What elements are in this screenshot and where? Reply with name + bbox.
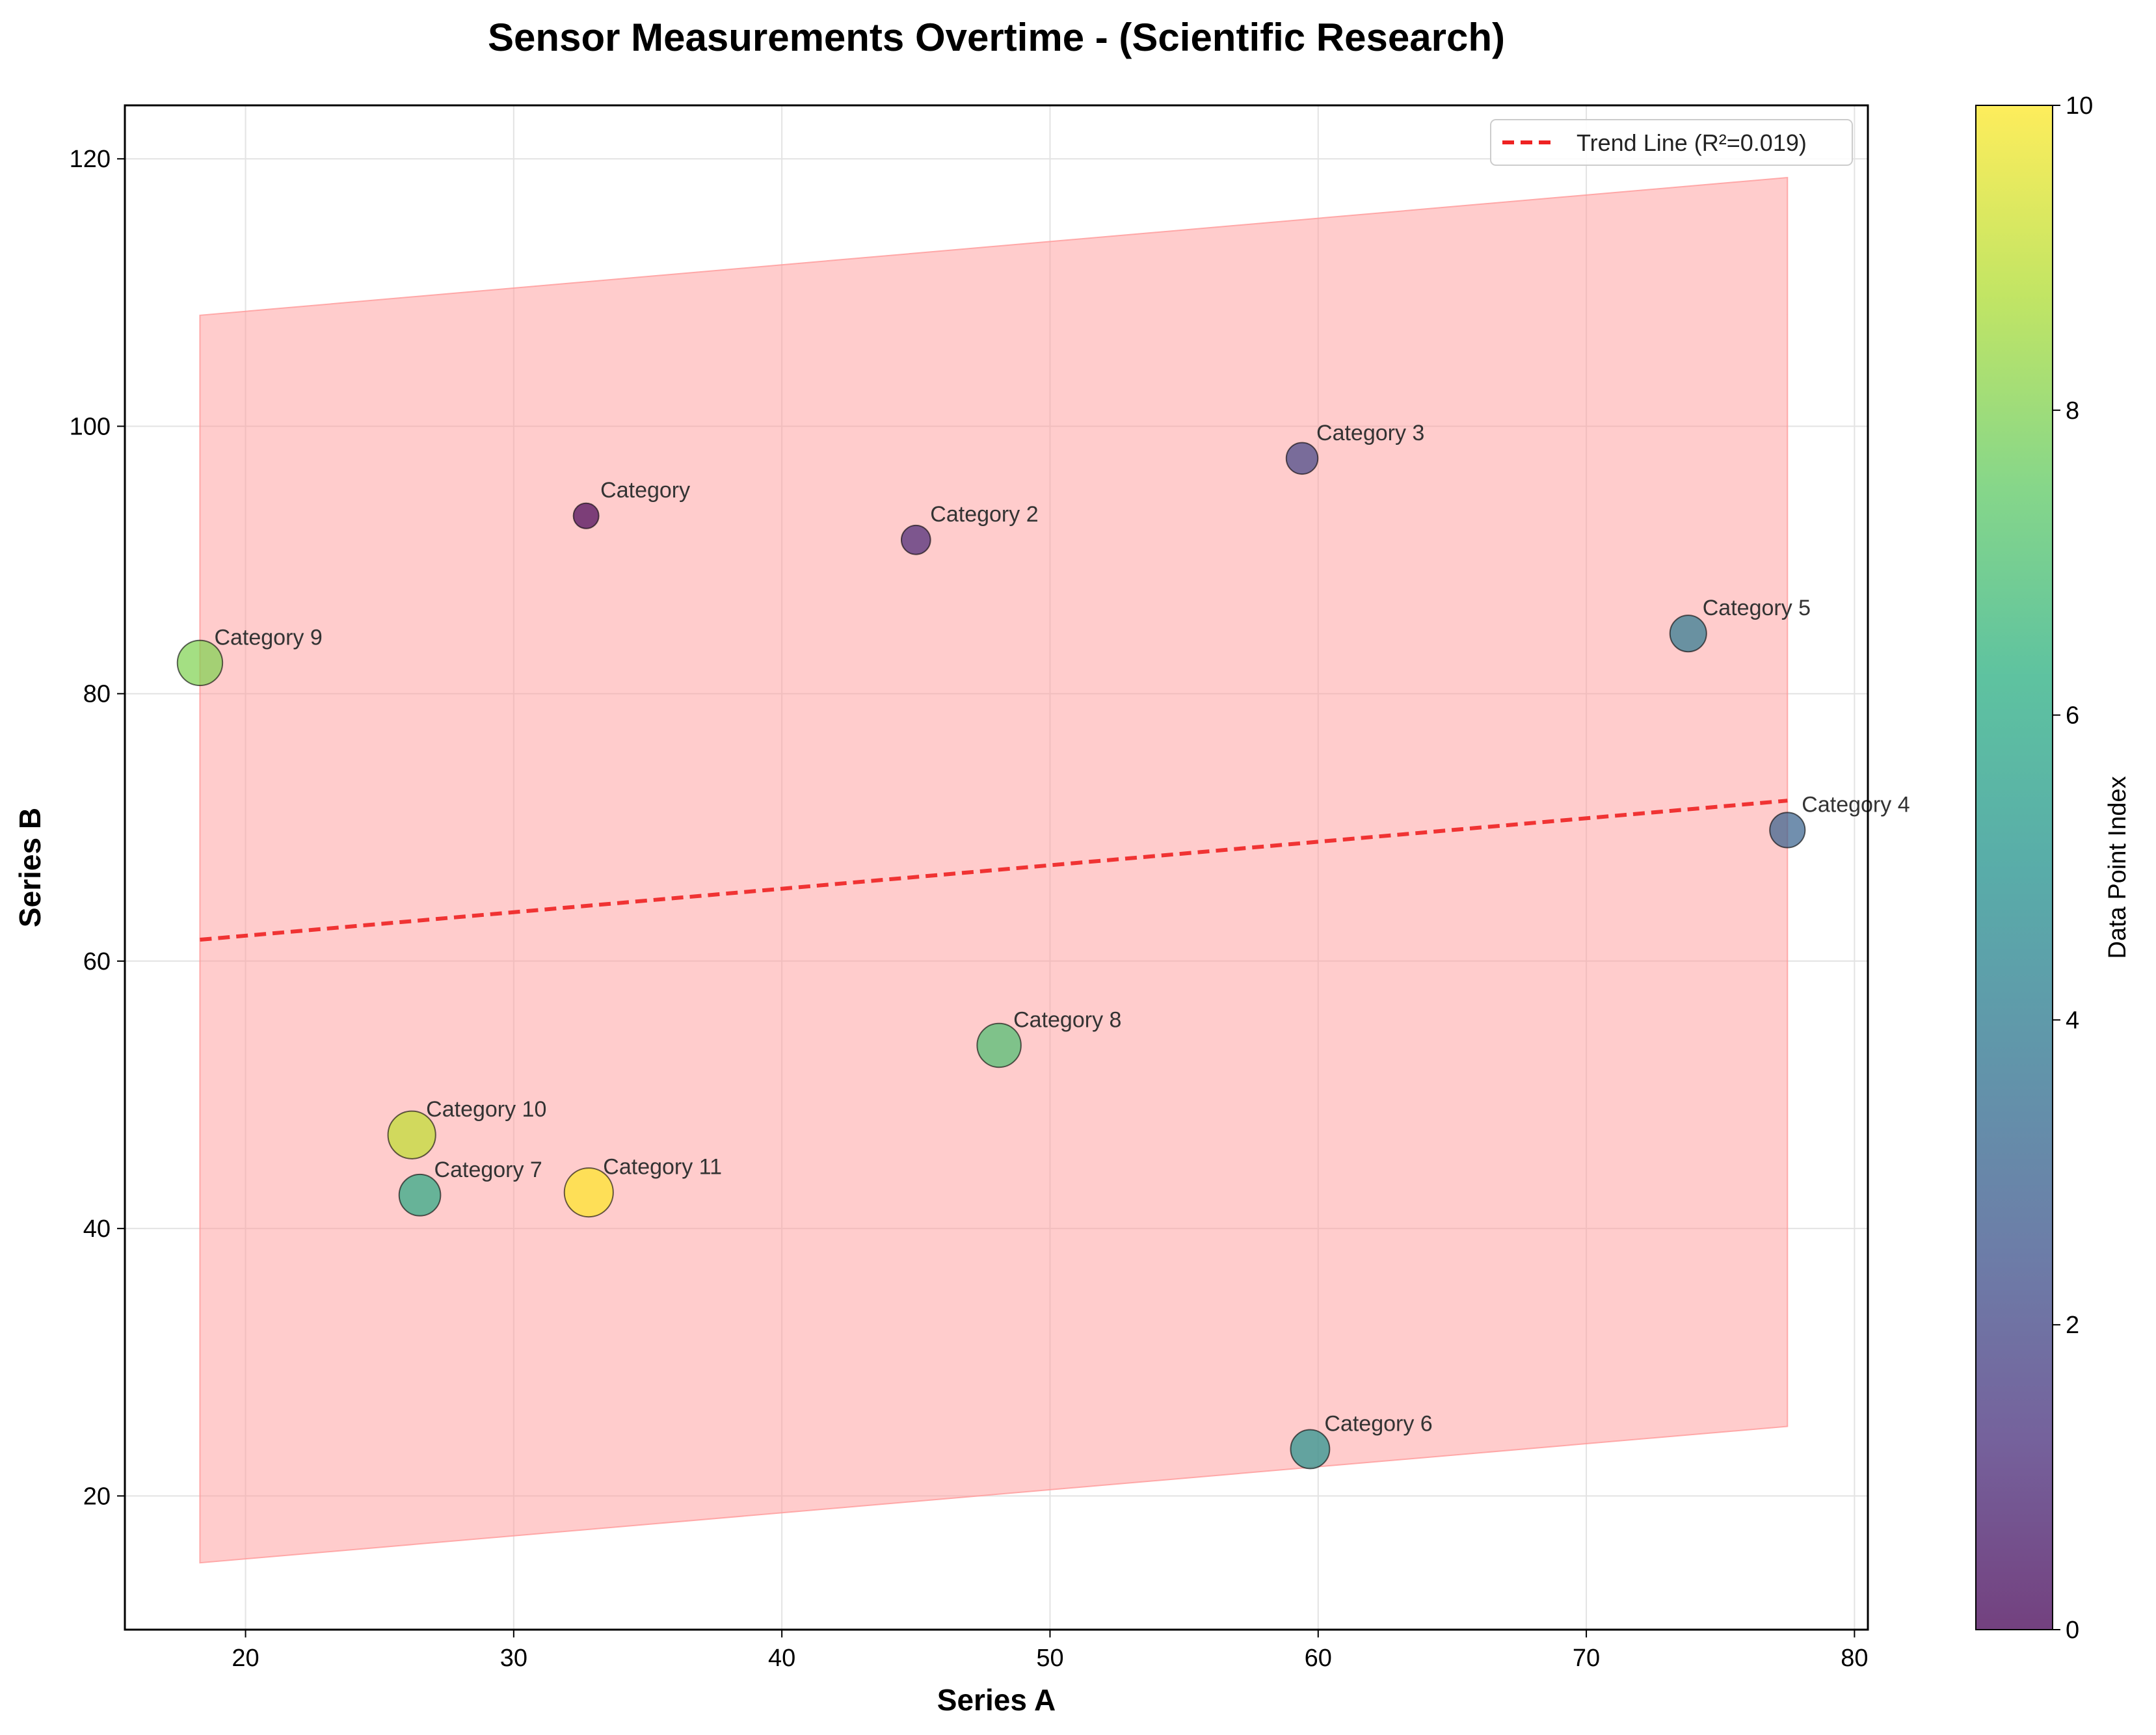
x-tick-label: 50: [1036, 1645, 1063, 1672]
y-tick-label: 100: [70, 413, 111, 440]
data-point: [976, 1022, 1022, 1068]
data-point: [1285, 442, 1319, 475]
colorbar-gradient: [1975, 105, 2053, 1630]
y-tick-label: 120: [70, 146, 111, 173]
confidence-band-layer: [199, 176, 1789, 1564]
colorbar-tick-label: 6: [2066, 702, 2079, 730]
chart-title: Sensor Measurements Overtime - (Scientif…: [488, 16, 1505, 59]
y-tick-label: 20: [83, 1483, 111, 1510]
legend-box: [1490, 119, 1853, 166]
legend: Trend Line (R²=0.019): [1490, 119, 1853, 166]
x-tick-label: 20: [232, 1645, 259, 1672]
data-point: [1769, 812, 1806, 849]
colorbar-tick-label: 0: [2066, 1617, 2079, 1644]
legend-trend-label: Trend Line (R²=0.019): [1577, 129, 1807, 156]
point-label: Category 5: [1703, 596, 1811, 620]
point-label: Category 11: [603, 1155, 722, 1180]
data-point: [1290, 1429, 1331, 1470]
x-tick-label: 30: [500, 1645, 527, 1672]
y-axis-label: Series B: [13, 808, 47, 927]
point-label: Category 7: [434, 1158, 542, 1182]
data-point: [572, 502, 600, 529]
colorbar-ticks: 0 2 4 6 8 10: [2053, 92, 2093, 1644]
data-point: [387, 1110, 436, 1159]
points-layer: [176, 442, 1806, 1470]
x-axis-ticks: 20 30 40 50 60 70 80: [232, 1630, 1869, 1672]
point-label: Category 3: [1316, 421, 1424, 445]
point-label: Category 2: [930, 502, 1038, 527]
confidence-band: [199, 176, 1789, 1564]
data-point: [176, 639, 224, 687]
y-tick-label: 40: [83, 1215, 111, 1243]
colorbar: 0 2 4 6 8 10 Data Point Index: [1975, 92, 2131, 1644]
data-point: [900, 524, 931, 555]
x-tick-label: 60: [1305, 1645, 1332, 1672]
point-label: Category 8: [1013, 1007, 1121, 1032]
x-tick-label: 70: [1573, 1645, 1600, 1672]
y-tick-label: 60: [83, 948, 111, 975]
trend-line-layer: [200, 799, 1788, 942]
colorbar-tick-label: 2: [2066, 1312, 2079, 1339]
trend-line: [200, 799, 1788, 942]
y-tick-label: 80: [83, 681, 111, 708]
point-labels-layer: Category Category 2 Category 3 Category 4 Ca…: [214, 421, 1910, 1437]
colorbar-tick-label: 8: [2066, 397, 2079, 425]
data-point: [1669, 615, 1707, 653]
point-label: Category 6: [1324, 1411, 1432, 1436]
colorbar-tick-label: 10: [2066, 92, 2093, 120]
plot-frame: [124, 104, 1869, 1631]
x-tick-label: 80: [1841, 1645, 1868, 1672]
colorbar-tick-label: 4: [2066, 1007, 2079, 1034]
point-label: Category 9: [214, 625, 322, 650]
point-label: Category: [600, 478, 690, 503]
x-axis-label: Series A: [937, 1683, 1056, 1717]
y-axis-ticks: 20 40 60 80 100 120: [70, 146, 125, 1510]
data-point: [563, 1167, 614, 1218]
x-tick-label: 40: [768, 1645, 795, 1672]
data-point: [398, 1173, 442, 1217]
point-label: Category 4: [1802, 792, 1910, 817]
colorbar-label: Data Point Index: [2104, 776, 2131, 959]
point-label: Category 10: [426, 1097, 546, 1122]
